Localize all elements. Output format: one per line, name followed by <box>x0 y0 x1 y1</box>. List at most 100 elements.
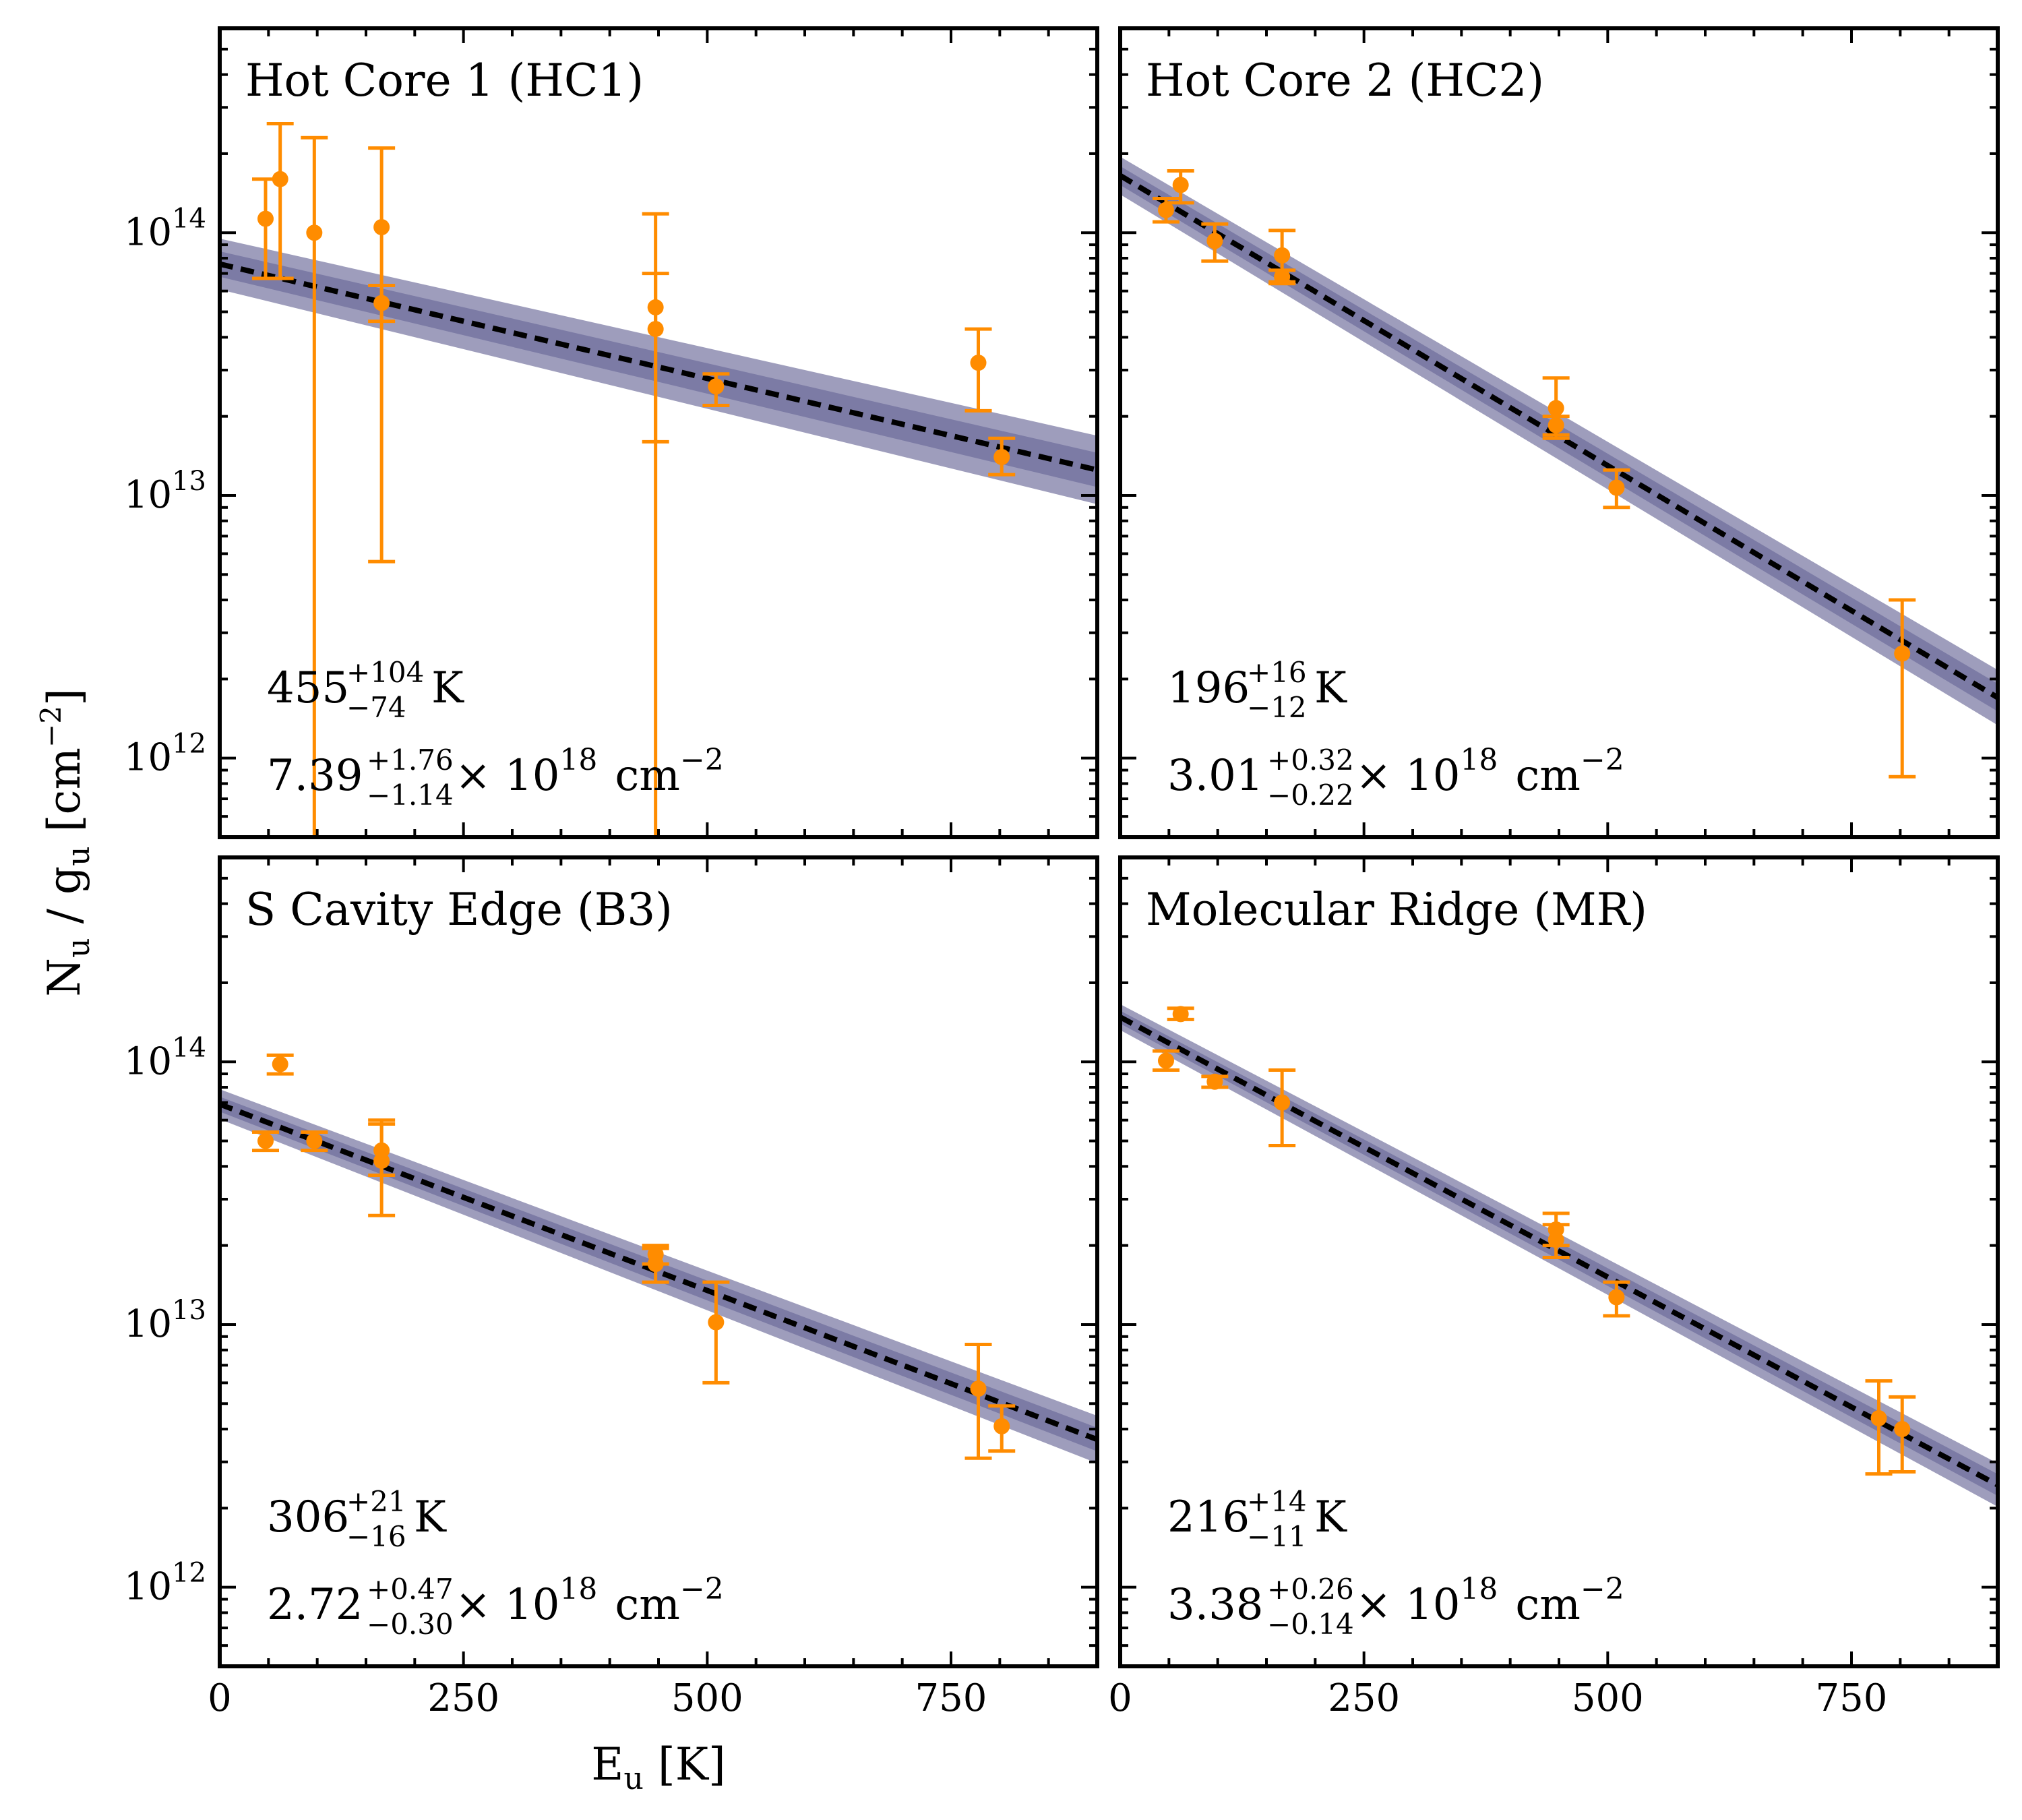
data-point-7 <box>1542 415 1570 437</box>
panel-frame <box>218 26 1099 839</box>
y-tick-label: 1013 <box>124 1295 206 1346</box>
data-marker <box>1274 247 1291 264</box>
data-marker <box>1894 645 1911 662</box>
data-point-10 <box>988 436 1016 477</box>
x-tick-label: 750 <box>915 1676 987 1720</box>
data-marker <box>306 1132 323 1149</box>
data-marker <box>708 1314 725 1331</box>
data-point-9 <box>1889 1395 1916 1474</box>
data-point-2 <box>266 1053 294 1076</box>
data-point-9 <box>1889 598 1916 779</box>
data-marker <box>1608 479 1625 496</box>
y-axis-label: Nu / gu [cm−2] <box>34 688 96 996</box>
posterior-band <box>1120 1004 1998 1507</box>
data-point-2 <box>1167 169 1194 205</box>
data-marker <box>970 1381 987 1397</box>
data-marker <box>1206 233 1223 249</box>
panel-frame <box>1118 26 2000 839</box>
column-density-label: 7.39 +1.76 −1.14× 1018 cm−2 <box>267 743 724 812</box>
best-fit-line <box>1120 1014 1998 1488</box>
x-tick-label: 0 <box>1108 1676 1132 1720</box>
data-marker <box>1274 1094 1291 1111</box>
data-marker <box>373 218 390 235</box>
data-point-5 <box>1268 268 1296 286</box>
plot-area <box>1120 1004 1998 1507</box>
column-density-label: 3.38 +0.26 −0.14× 1018 cm−2 <box>1167 1572 1624 1641</box>
data-marker <box>257 1132 274 1149</box>
y-tick-label: 1013 <box>124 466 206 517</box>
data-point-7 <box>642 272 669 837</box>
data-marker <box>1157 1052 1174 1069</box>
data-point-8 <box>702 1280 730 1385</box>
posterior-band <box>220 238 1097 504</box>
data-marker <box>993 1418 1010 1434</box>
data-marker <box>272 1056 288 1072</box>
data-marker <box>1548 400 1564 417</box>
data-marker <box>1548 1232 1564 1248</box>
posterior-band <box>220 1089 1097 1463</box>
x-tick-label: 500 <box>671 1676 743 1720</box>
posterior-band <box>1120 156 1998 725</box>
x-tick-label: 250 <box>1328 1676 1400 1720</box>
panel-title: Molecular Ridge (MR) <box>1146 884 1647 936</box>
panel-frame <box>218 855 1099 1668</box>
data-marker <box>1870 1409 1887 1426</box>
data-point-6 <box>1542 1223 1570 1259</box>
temperature-label: 196+16 −12 K <box>1167 656 1347 724</box>
data-marker <box>1206 1073 1223 1090</box>
data-marker <box>993 449 1010 466</box>
data-point-9 <box>964 327 992 413</box>
data-point-1 <box>1152 1049 1180 1072</box>
data-point-9 <box>964 1342 992 1460</box>
x-tick-label: 250 <box>427 1676 499 1720</box>
data-point-1 <box>251 177 279 280</box>
data-point-4 <box>1268 1068 1296 1147</box>
x-axis-label: Eu [K] <box>591 1738 726 1796</box>
temperature-label: 455+104 −74 K <box>267 656 464 724</box>
data-point-3 <box>1201 222 1229 263</box>
data-point-5 <box>368 1118 396 1217</box>
plot-area <box>220 122 1097 837</box>
column-density-label: 3.01 +0.32 −0.22× 1018 cm−2 <box>1167 743 1624 812</box>
data-point-1 <box>251 1130 279 1153</box>
x-tick-label: 500 <box>1572 1676 1644 1720</box>
panel-3: 1012 1013 1014 0 250 500 750 S Cavity Edge (B3)… <box>124 855 1099 1720</box>
x-tick-label: 0 <box>208 1676 232 1720</box>
temperature-label: 306+21 −16 K <box>267 1485 447 1553</box>
best-fit-line <box>220 1101 1097 1443</box>
panel-4: 0 250 500 750 Molecular Ridge (MR) 216+14 −11 K… <box>1108 855 2000 1720</box>
data-marker <box>1172 177 1189 193</box>
temperature-label: 216+14 −11 K <box>1167 1485 1347 1553</box>
data-marker <box>970 355 987 371</box>
data-point-3 <box>1201 1073 1229 1090</box>
data-point-7 <box>642 1246 669 1284</box>
data-marker <box>708 378 725 395</box>
data-marker <box>647 1256 664 1273</box>
data-marker <box>272 171 288 187</box>
data-point-8 <box>702 372 730 408</box>
data-point-10 <box>988 1404 1016 1453</box>
data-marker <box>1894 1421 1911 1438</box>
data-point-1 <box>1152 196 1180 224</box>
plot-area <box>1120 156 1998 779</box>
data-marker <box>373 295 390 311</box>
data-point-8 <box>1865 1379 1893 1476</box>
y-tick-label: 1014 <box>124 203 206 254</box>
panel-title: Hot Core 1 (HC1) <box>245 55 644 107</box>
panel-1: 1012 1013 1014 Hot Core 1 (HC1) 455+104 −74 K 7… <box>124 26 1099 839</box>
plot-area <box>220 1053 1097 1463</box>
x-tick-label: 750 <box>1816 1676 1888 1720</box>
panel-title: S Cavity Edge (B3) <box>245 884 673 936</box>
y-tick-label: 1014 <box>124 1032 206 1083</box>
y-tick-label: 1012 <box>124 729 206 780</box>
posterior-band-core <box>220 1096 1097 1452</box>
data-point-8 <box>1603 468 1630 510</box>
panel-2: Hot Core 2 (HC2) 196+16 −12 K 3.01 +0.32 −0.22… <box>1118 26 2000 839</box>
data-point-3 <box>301 135 328 837</box>
y-tick-label: 1012 <box>124 1558 206 1609</box>
posterior-band-core <box>220 251 1097 487</box>
best-fit-line <box>1120 173 1998 700</box>
data-point-5 <box>368 283 396 324</box>
data-marker <box>373 1153 390 1170</box>
